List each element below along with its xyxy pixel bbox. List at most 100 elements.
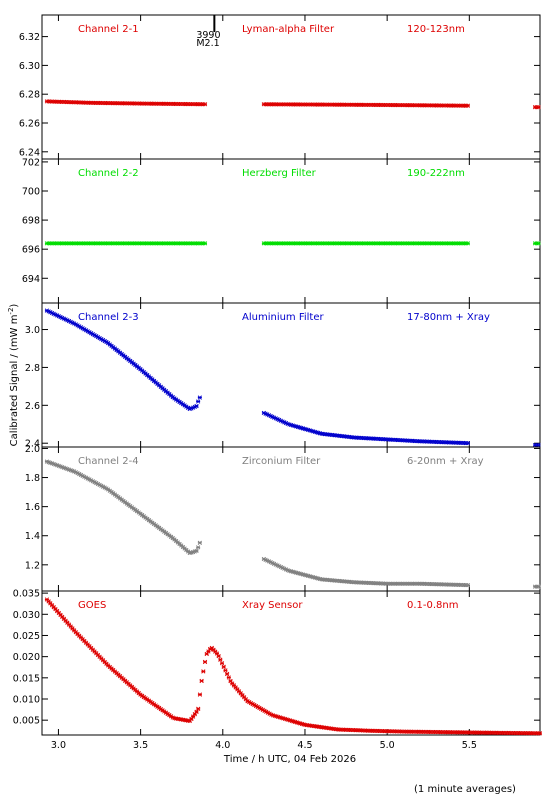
data-point <box>219 661 225 666</box>
series-4 <box>44 459 541 589</box>
series-2 <box>44 241 541 246</box>
panel-4: 1.2 1.4 1.6 1.8 2.0 Channel 2-4 Zirconium Filt… <box>25 444 541 592</box>
data-point <box>216 653 221 659</box>
panel-band-label: 17-80nm + Xray <box>407 312 490 323</box>
y-tick-label: 2.8 <box>25 363 40 374</box>
footnote: (1 minute averages) <box>414 784 516 795</box>
data-point <box>197 692 203 697</box>
y-tick-label: 1.2 <box>25 560 40 571</box>
x-tick-label: 3.5 <box>133 740 148 751</box>
y-axis-label-main: Calibrated Signal / (mW m <box>9 315 20 447</box>
y-tick-label: 0.030 <box>13 610 40 621</box>
y-tick-label: 0.015 <box>13 673 40 684</box>
data-point <box>224 671 230 677</box>
panel-band-label: 120-123nm <box>407 24 465 35</box>
data-point <box>206 649 211 654</box>
panel-1: 6.24 6.26 6.28 6.30 6.32 Channel 2-1 Lyman-alp… <box>19 14 541 160</box>
y-tick-label: 1.4 <box>25 531 40 542</box>
data-point <box>202 241 208 246</box>
data-point <box>465 241 471 246</box>
y-tick-label: 6.24 <box>19 147 40 158</box>
flare-marker-label-bottom: M2.1 <box>196 38 219 49</box>
series-segment <box>532 442 541 448</box>
data-point <box>194 709 199 714</box>
y-tick-label: 0.010 <box>13 695 40 706</box>
data-point <box>197 395 202 400</box>
data-point <box>223 668 228 673</box>
data-point <box>214 651 220 656</box>
panel-filter-label: Lyman-alpha Filter <box>242 24 335 35</box>
y-tick-label: 6.32 <box>19 32 40 43</box>
data-point <box>197 540 202 545</box>
panel-channel-label: GOES <box>78 600 106 611</box>
y-axis-label-sup: -2 <box>7 308 15 315</box>
panel-2: 694 696 698 700 702 Channel 2-2 Herzberg Filte… <box>22 157 541 304</box>
y-tick-label: 700 <box>22 187 40 198</box>
panel-frame <box>41 14 541 160</box>
y-tick-label: 6.30 <box>19 61 40 72</box>
y-tick-label: 1.6 <box>25 502 40 513</box>
series-segment <box>532 241 541 246</box>
data-point <box>537 731 543 736</box>
series-segment <box>44 308 199 412</box>
data-point <box>202 659 208 665</box>
series-segment <box>195 540 202 550</box>
series-segment <box>44 99 208 107</box>
x-tick-label: 4.0 <box>215 740 230 751</box>
panel-band-label: 190-222nm <box>407 168 465 179</box>
y-tick-label: 6.28 <box>19 90 40 101</box>
panel-channel-label: Channel 2-4 <box>78 456 139 467</box>
y-tick-label: 698 <box>22 216 40 227</box>
panel-filter-label: Herzberg Filter <box>242 168 317 179</box>
data-point <box>221 664 226 669</box>
flare-marker-label-top: 3990 <box>196 30 220 41</box>
panel-frame <box>41 158 541 304</box>
panel-5: 0.005 0.010 0.015 0.020 0.025 0.030 0.035 GOES X… <box>13 589 543 736</box>
chart-panels: 6.24 6.26 6.28 6.30 6.32 Channel 2-1 Lyman-alp… <box>13 14 543 751</box>
data-point <box>194 403 199 409</box>
x-tick-label: 3.0 <box>51 740 66 751</box>
y-tick-label: 3.0 <box>25 325 40 336</box>
panel-filter-label: Zirconium Filter <box>242 456 321 467</box>
data-point <box>536 442 541 448</box>
y-tick-label: 0.025 <box>13 631 40 642</box>
data-point <box>218 657 223 662</box>
data-point <box>536 105 541 110</box>
y-tick-label: 694 <box>22 274 40 285</box>
series-5 <box>44 597 543 736</box>
series-3 <box>44 308 541 448</box>
panel-frame <box>41 590 541 736</box>
series-segment <box>195 395 202 404</box>
series-segment <box>261 102 471 108</box>
data-point <box>465 103 471 108</box>
y-tick-label: 2.4 <box>25 439 40 450</box>
series-segment <box>261 556 471 588</box>
panel-3: 2.4 2.6 2.8 3.0 Channel 2-3 Aluminium Filter 1… <box>25 302 541 450</box>
y-axis-label: Calibrated Signal / (mW m-2) <box>7 304 20 447</box>
panel-band-label: 6-20nm + Xray <box>407 456 484 467</box>
panel-filter-label: Xray Sensor <box>242 600 303 611</box>
data-point <box>465 582 471 588</box>
y-tick-label: 0.005 <box>13 716 40 727</box>
x-tick-label: 5.0 <box>380 740 395 751</box>
y-tick-label: 6.26 <box>19 119 40 130</box>
data-point <box>195 399 201 404</box>
panel-filter-label: Aluminium Filter <box>242 312 325 323</box>
data-point <box>204 651 209 657</box>
x-tick-label: 5.5 <box>462 740 477 751</box>
data-point <box>202 102 208 107</box>
y-axis-label-tail: ) <box>9 304 20 308</box>
data-point <box>195 545 201 550</box>
data-point <box>536 584 541 589</box>
y-tick-label: 0.020 <box>13 652 40 663</box>
x-tick-label: 4.5 <box>297 740 312 751</box>
y-tick-label: 0.035 <box>13 589 40 600</box>
y-tick-label: 696 <box>22 245 40 256</box>
x-axis-label: Time / h UTC, 04 Feb 2026 <box>223 754 356 765</box>
data-point <box>465 441 471 446</box>
series-segment <box>44 597 543 736</box>
y-tick-label: 702 <box>22 157 40 168</box>
data-point <box>228 678 233 684</box>
panel-channel-label: Channel 2-2 <box>78 168 139 179</box>
